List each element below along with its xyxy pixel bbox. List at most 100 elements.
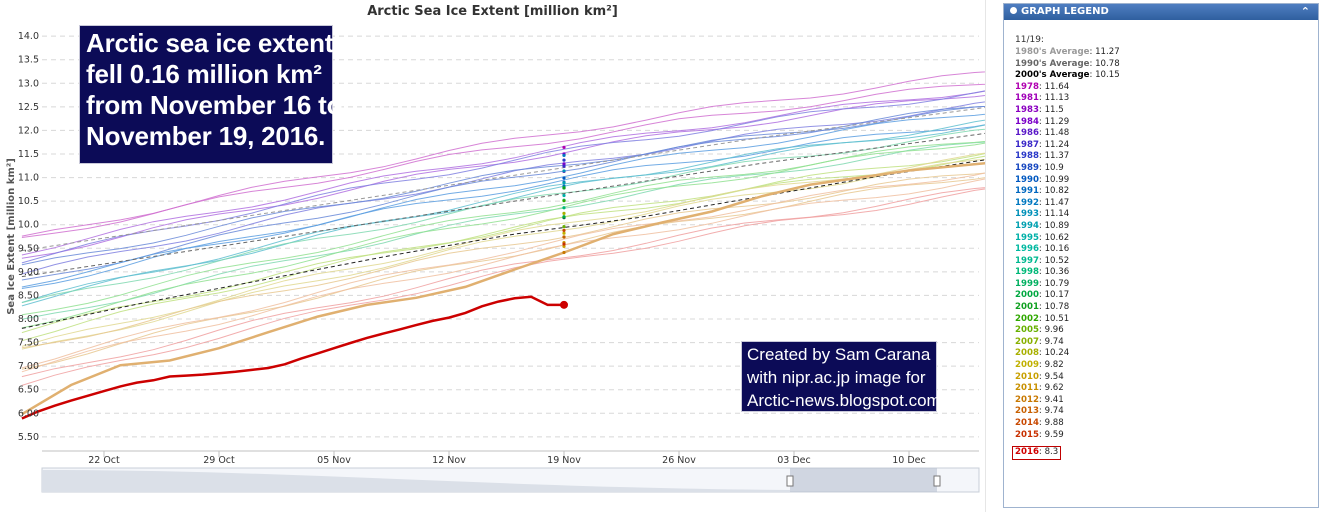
- legend-entry[interactable]: 2000's Average: 10.15: [1015, 70, 1318, 82]
- legend-entry-value: 10.52: [1044, 255, 1070, 266]
- legend-entry-year: 1988: [1015, 151, 1039, 162]
- legend-entry[interactable]: 2000: 10.17: [1015, 290, 1318, 302]
- legend-entry-value: 9.74: [1044, 336, 1064, 347]
- legend-entry[interactable]: 1993: 11.14: [1015, 209, 1318, 221]
- legend-entry[interactable]: 1988: 11.37: [1015, 151, 1318, 163]
- marker-dot: [562, 303, 566, 307]
- legend-entry[interactable]: 1986: 11.48: [1015, 128, 1318, 140]
- marker-dot: [562, 250, 566, 255]
- series-2016-line: [21, 295, 564, 420]
- legend-entry[interactable]: 2001: 10.78: [1015, 302, 1318, 314]
- y-tick-label: 7.50: [18, 338, 39, 349]
- legend-entry-value: 11.5: [1044, 104, 1064, 115]
- legend-entry-separator: :: [1038, 290, 1045, 301]
- legend-entry-separator: :: [1038, 93, 1045, 104]
- legend-entry[interactable]: 1999: 10.79: [1015, 279, 1318, 291]
- legend-entry[interactable]: 1990: 10.99: [1015, 175, 1318, 187]
- legend-bullet-icon: [1010, 7, 1017, 14]
- legend-entry[interactable]: 1987: 11.24: [1015, 140, 1318, 152]
- legend-entry-year: 2016: [1015, 447, 1039, 458]
- legend-entry[interactable]: 2014: 9.88: [1015, 418, 1318, 430]
- legend-header[interactable]: GRAPH LEGEND ⌃: [1004, 4, 1318, 20]
- background-series-line: [21, 105, 985, 266]
- legend-entry-value: 11.47: [1044, 197, 1070, 208]
- legend-entry-year: 2001: [1015, 302, 1039, 313]
- legend-entry[interactable]: 2005: 9.96: [1015, 325, 1318, 337]
- y-tick-label: 14.0: [18, 31, 39, 42]
- legend-entry-value: 9.74: [1044, 406, 1064, 417]
- legend-entry-year: 2005: [1015, 325, 1039, 336]
- legend-entry[interactable]: 1997: 10.52: [1015, 256, 1318, 268]
- legend-entry[interactable]: 1978: 11.64: [1015, 82, 1318, 94]
- average-line: [21, 132, 985, 278]
- legend-entry-separator: :: [1038, 383, 1045, 394]
- legend-entry[interactable]: 1994: 10.89: [1015, 221, 1318, 233]
- legend-entry-separator: :: [1038, 278, 1045, 289]
- legend-entry[interactable]: 2015: 9.59: [1015, 430, 1318, 442]
- legend-entry-value: 11.24: [1044, 139, 1070, 150]
- marker-dot: [562, 193, 566, 198]
- legend-entry[interactable]: 2010: 9.54: [1015, 372, 1318, 384]
- background-series-line: [21, 124, 985, 288]
- legend-entry-year: 1998: [1015, 267, 1039, 278]
- legend-entry[interactable]: 1991: 10.82: [1015, 186, 1318, 198]
- legend-entry[interactable]: 1996: 10.16: [1015, 244, 1318, 256]
- headline-line: from November 16 to: [86, 90, 343, 120]
- legend-entry[interactable]: 1981: 11.13: [1015, 93, 1318, 105]
- legend-entry-value: 10.89: [1044, 220, 1070, 231]
- legend-entry[interactable]: 2013: 9.74: [1015, 406, 1318, 418]
- legend-entry-year: 2015: [1015, 429, 1039, 440]
- legend-entry-year: 2000's Average: [1015, 70, 1090, 81]
- legend-entry-separator: :: [1038, 394, 1045, 405]
- legend-entry-value: 11.14: [1044, 209, 1070, 220]
- legend-entry[interactable]: 2011: 9.62: [1015, 383, 1318, 395]
- legend-entry[interactable]: 2007: 9.74: [1015, 337, 1318, 349]
- legend-entry-separator: :: [1038, 406, 1045, 417]
- y-tick-label: 10.0: [18, 220, 39, 231]
- legend-entry-year: 2010: [1015, 371, 1039, 382]
- legend-entry-separator: :: [1038, 232, 1045, 243]
- legend-entry[interactable]: 1984: 11.29: [1015, 117, 1318, 129]
- y-tick-label: 11.5: [18, 149, 39, 160]
- marker-dot: [562, 231, 566, 235]
- legend-date: 11/19:: [1015, 35, 1044, 45]
- legend-title: GRAPH LEGEND: [1021, 6, 1109, 17]
- legend-entry[interactable]: 1992: 11.47: [1015, 198, 1318, 210]
- background-series-line: [21, 153, 985, 342]
- headline-line: Arctic sea ice extent: [86, 28, 334, 58]
- legend-entry[interactable]: 2008: 10.24: [1015, 348, 1318, 360]
- marker-dot: [562, 228, 566, 232]
- legend-entry[interactable]: 1983: 11.5: [1015, 105, 1318, 117]
- legend-entry[interactable]: 2002: 10.51: [1015, 314, 1318, 326]
- legend-entry-year: 1993: [1015, 209, 1039, 220]
- background-series-line: [21, 158, 985, 350]
- series-2012-line: [21, 161, 985, 416]
- collapse-chevron-icon[interactable]: ⌃: [1300, 5, 1310, 18]
- legend-entry-year: 1984: [1015, 116, 1039, 127]
- legend-entry[interactable]: 1998: 10.36: [1015, 267, 1318, 279]
- legend-entry[interactable]: 2016: 8.3: [1012, 446, 1062, 460]
- navigator-handle-right: [933, 475, 941, 487]
- chart-panel: 5.50 6.00 6.50 7.00 7.50 8.00 8.50 9.00 9.50 10.0…: [6, 0, 986, 512]
- legend-entry[interactable]: 1995: 10.62: [1015, 233, 1318, 245]
- legend-entry-year: 1990's Average: [1015, 58, 1090, 69]
- legend-entry-year: 1991: [1015, 186, 1039, 197]
- legend-entry-year: 1995: [1015, 232, 1039, 243]
- background-series-line: [21, 83, 985, 238]
- legend-entry-value: 10.17: [1044, 290, 1070, 301]
- legend-entry-value: 11.27: [1095, 47, 1120, 57]
- legend-entry[interactable]: 2009: 9.82: [1015, 360, 1318, 372]
- marker-dot: [562, 215, 566, 219]
- legend-entry-value: 9.62: [1044, 383, 1064, 394]
- legend-entry-year: 1992: [1015, 197, 1039, 208]
- legend-entry-separator: :: [1038, 220, 1045, 231]
- legend-entry[interactable]: 1989: 10.9: [1015, 163, 1318, 175]
- background-series-line: [21, 101, 985, 275]
- navigator[interactable]: [41, 467, 980, 493]
- legend-entry-value: 11.37: [1044, 151, 1070, 162]
- legend-entry[interactable]: 1980's Average: 11.27: [1015, 47, 1318, 59]
- legend-entry[interactable]: 1990's Average: 10.78: [1015, 59, 1318, 71]
- legend-entry[interactable]: 2012: 9.41: [1015, 395, 1318, 407]
- y-tick-label: 6.50: [18, 385, 39, 396]
- legend-entry-value: 8.3: [1044, 447, 1059, 458]
